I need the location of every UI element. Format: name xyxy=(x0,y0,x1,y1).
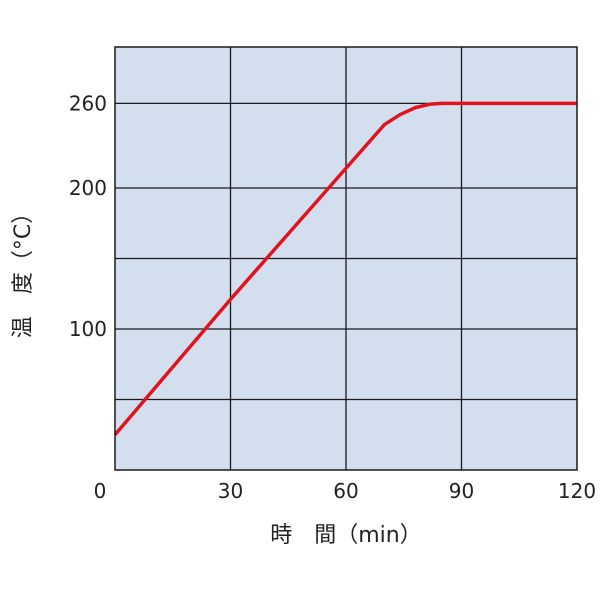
y-tick-label: 200 xyxy=(69,176,107,200)
x-axis-label: 時 間（min） xyxy=(270,523,422,548)
plot-frame xyxy=(114,46,578,471)
y-tick-label: 100 xyxy=(69,317,107,341)
x-tick-label: 30 xyxy=(218,479,243,503)
grid xyxy=(115,47,577,470)
y-axis-label: 温 度（°C） xyxy=(11,202,36,338)
y-tick-label: 260 xyxy=(69,91,107,115)
x-tick-label: 90 xyxy=(449,479,474,503)
x-tick-label: 60 xyxy=(333,479,358,503)
series-line xyxy=(113,101,577,436)
x-tick-labels: 0 30 60 90 120 xyxy=(94,479,596,503)
y-tick-labels: 100 200 260 xyxy=(69,91,107,341)
x-tick-label: 120 xyxy=(558,479,596,503)
x-tick-label: 0 xyxy=(94,479,107,503)
